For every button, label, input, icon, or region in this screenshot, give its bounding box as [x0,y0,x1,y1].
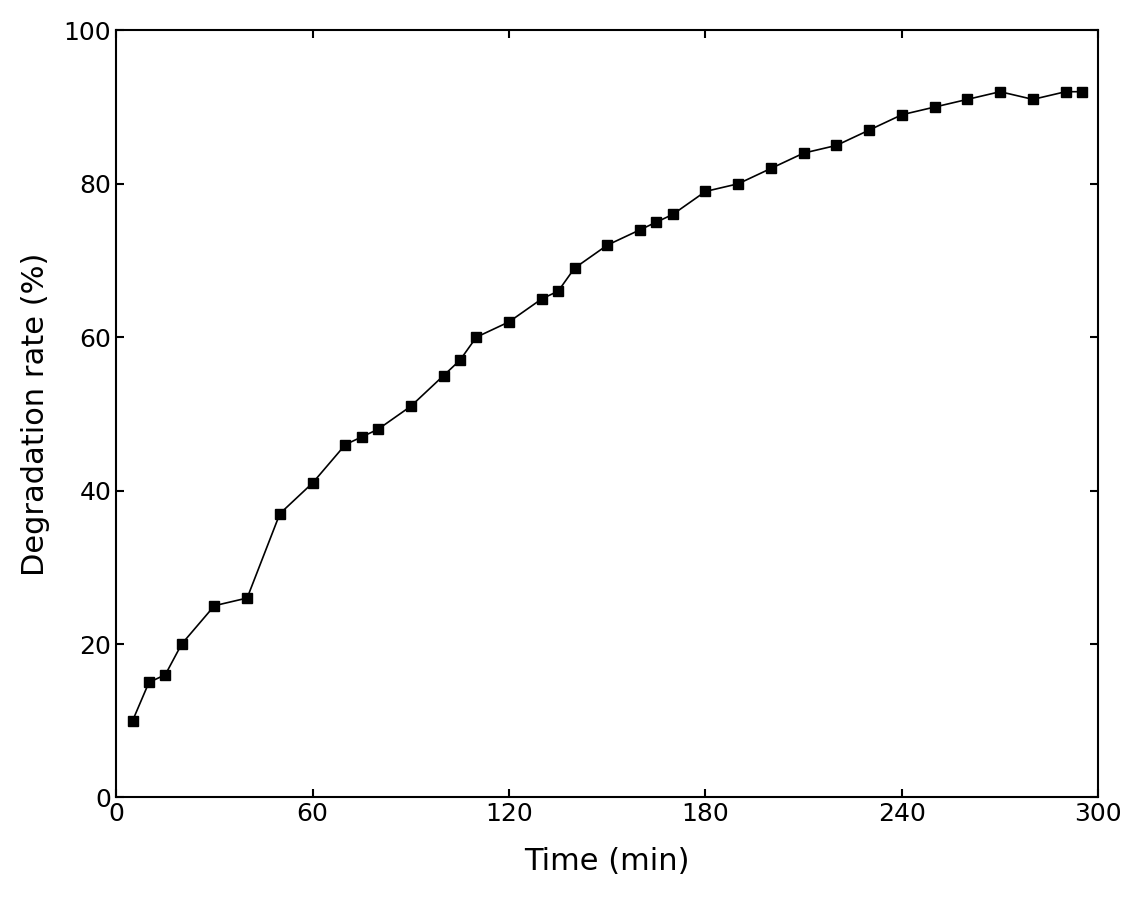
X-axis label: Time (min): Time (min) [525,847,690,876]
Y-axis label: Degradation rate (%): Degradation rate (%) [21,252,50,576]
